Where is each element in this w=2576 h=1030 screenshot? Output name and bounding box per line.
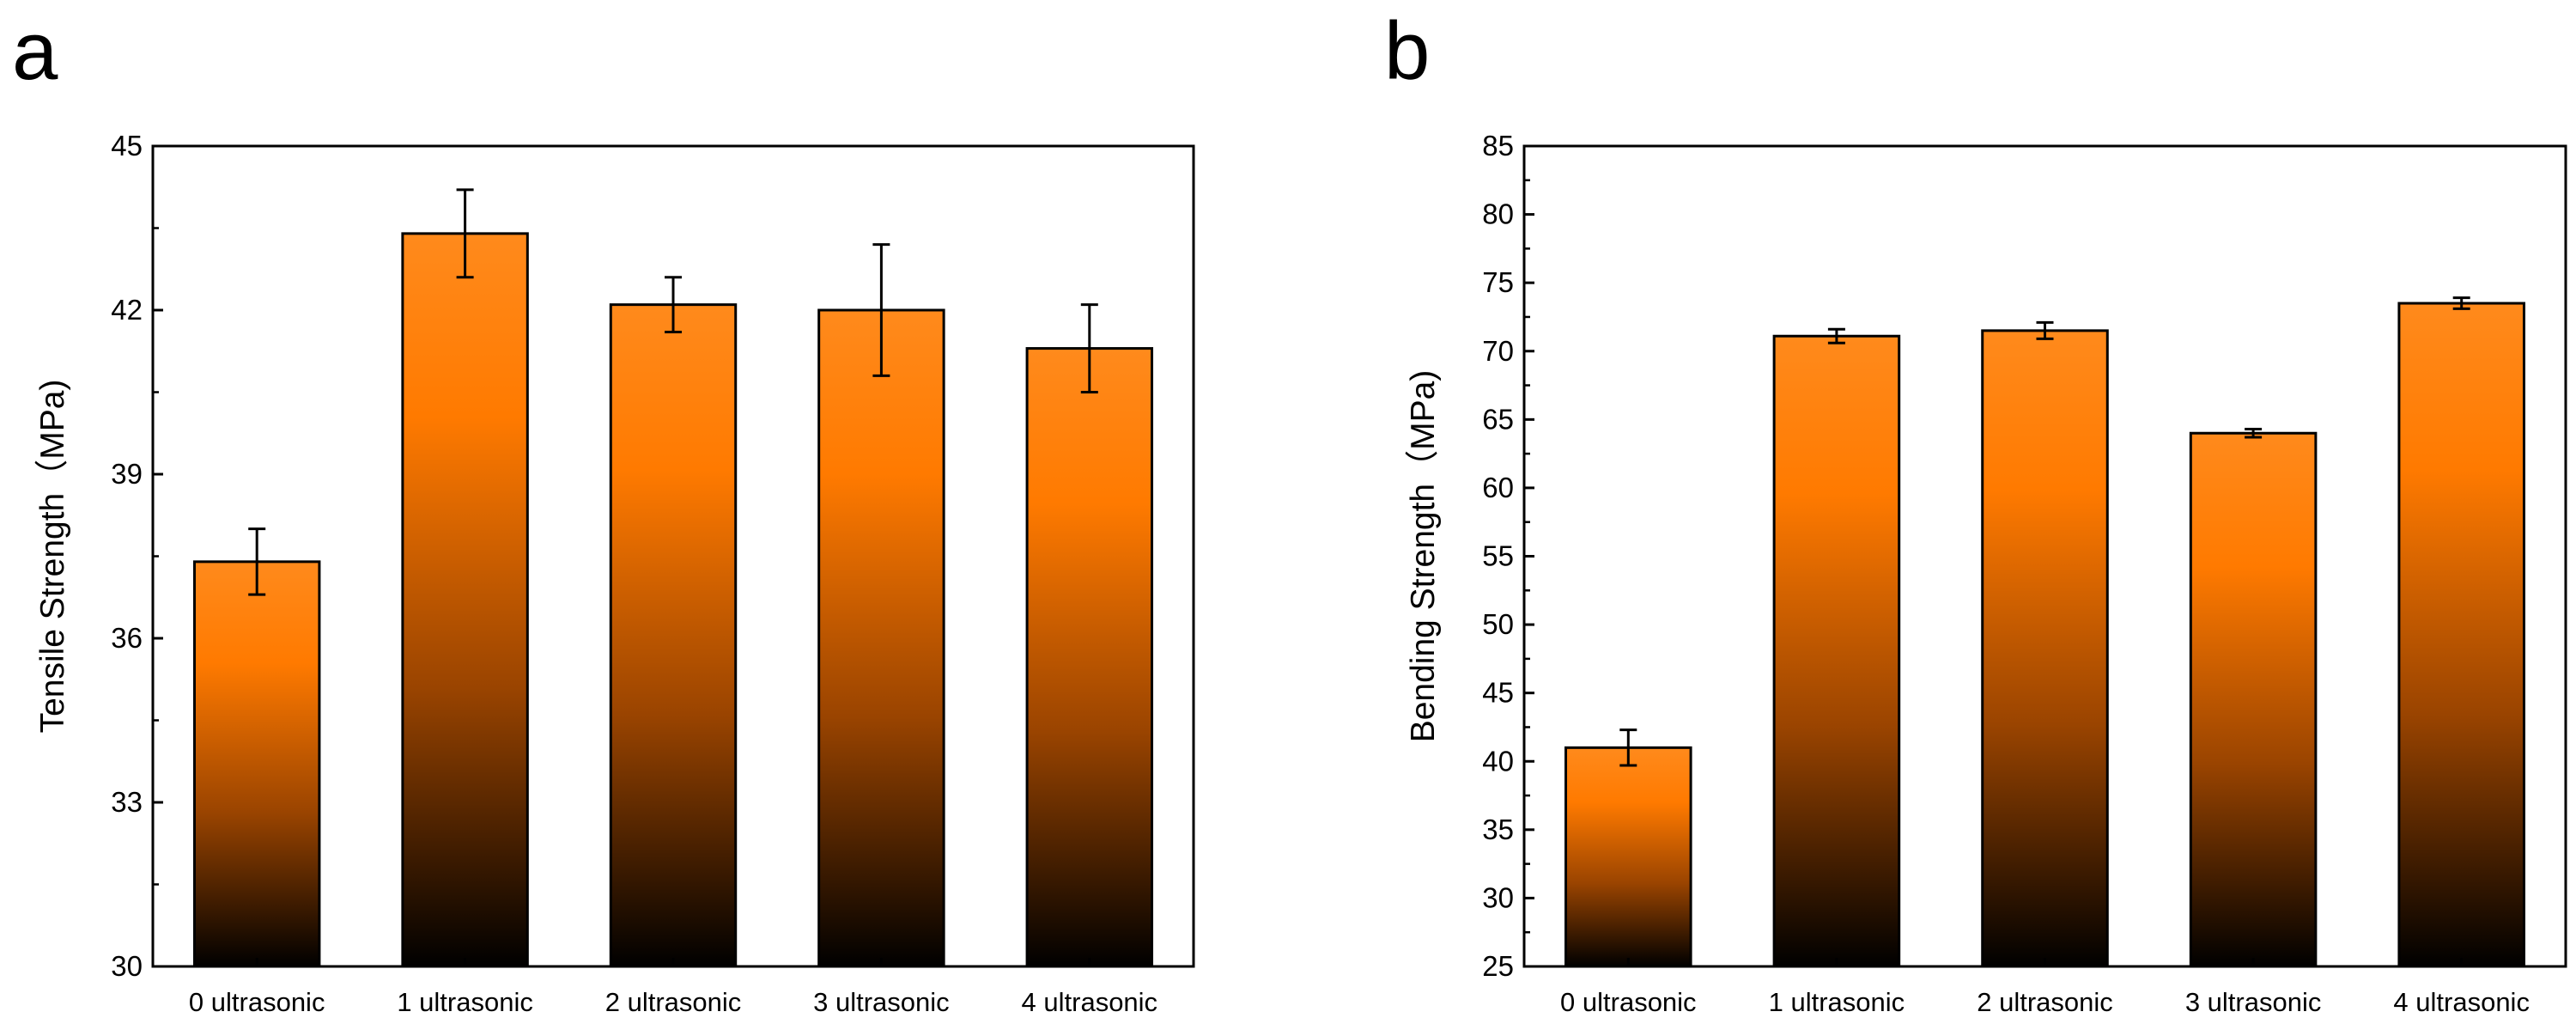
x-category-label-1: 1 ultrasonic (1769, 987, 1905, 1017)
y-tick-label-5: 45 (111, 130, 143, 162)
x-category-label-3: 3 ultrasonic (2185, 987, 2322, 1017)
y-tick-label-4: 45 (1482, 677, 1514, 709)
error-bar-0 (248, 527, 266, 596)
error-bar-4 (2452, 296, 2470, 310)
error-bar-2 (665, 276, 682, 333)
x-category-label-2: 2 ultrasonic (605, 987, 742, 1017)
x-category-label-2: 2 ultrasonic (1977, 987, 2113, 1017)
x-category-label-0: 0 ultrasonic (189, 987, 325, 1017)
error-bar-0 (1619, 728, 1637, 767)
bar-2 (609, 303, 738, 968)
y-tick-label-7: 60 (1482, 472, 1514, 503)
panel-label-b: b (1384, 5, 1431, 97)
y-tick-label-2: 35 (1482, 814, 1514, 845)
y-tick-label-1: 30 (1482, 881, 1514, 913)
y-tick-label-0: 25 (1482, 950, 1514, 982)
error-bar-3 (2245, 427, 2263, 439)
bar-0 (1564, 746, 1692, 968)
y-tick-label-6: 55 (1482, 540, 1514, 572)
error-bar-3 (872, 243, 890, 377)
y-tick-label-11: 80 (1482, 198, 1514, 230)
bar-3 (817, 308, 945, 968)
y-tick-label-4: 42 (111, 294, 143, 326)
y-tick-label-5: 50 (1482, 608, 1514, 640)
x-category-label-4: 4 ultrasonic (2393, 987, 2530, 1017)
chart-tensile-strength: 30 33 36 39 42 45 0 ultrasonic 1 ultrasonic 2 ul… (34, 130, 1195, 1017)
x-category-label-0: 0 ultrasonic (1560, 987, 1697, 1017)
error-bar-1 (1827, 327, 1845, 344)
y-tick-label-10: 75 (1482, 266, 1514, 298)
y-tick-label-8: 65 (1482, 403, 1514, 435)
error-bar-1 (456, 188, 474, 279)
panel-label-a: a (12, 5, 58, 97)
x-category-label-3: 3 ultrasonic (813, 987, 950, 1017)
error-bar-2 (2036, 320, 2054, 340)
bar-2 (1981, 329, 2109, 968)
bar-1 (401, 232, 529, 968)
y-tick-label-0: 30 (111, 950, 143, 982)
chart-bending-strength: 25 30 35 40 45 50 55 60 65 70 75 80 85 0 ultrasonic 1 … (1405, 130, 2567, 1017)
bar-1 (1772, 334, 1901, 968)
bar-4 (1025, 347, 1154, 968)
y-tick-label-1: 33 (111, 786, 143, 818)
y-tick-label-12: 85 (1482, 130, 1514, 162)
y-tick-label-2: 36 (111, 622, 143, 654)
x-category-label-1: 1 ultrasonic (397, 987, 533, 1017)
y-axis-label: Tensile Strength（MPa) (34, 380, 71, 734)
bar-0 (192, 560, 321, 968)
x-category-label-4: 4 ultrasonic (1022, 987, 1158, 1017)
bar-3 (2189, 431, 2318, 968)
y-tick-label-3: 40 (1482, 745, 1514, 777)
y-axis-label: Bending Strength（MPa) (1405, 370, 1442, 743)
bar-4 (2397, 302, 2525, 968)
y-tick-label-9: 70 (1482, 335, 1514, 367)
error-bar-4 (1080, 303, 1098, 393)
y-tick-label-3: 39 (111, 458, 143, 490)
